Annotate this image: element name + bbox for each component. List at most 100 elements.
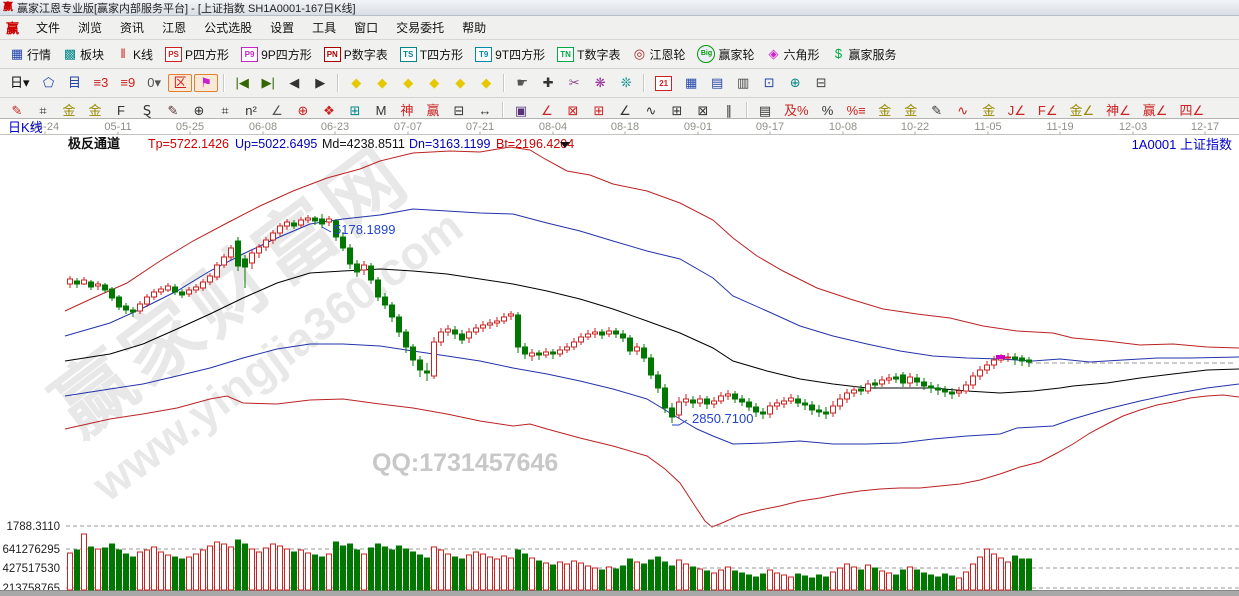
nav-last-button[interactable]: ▶|	[256, 74, 280, 92]
diamond-shrink-v-button[interactable]: ◆	[448, 74, 472, 92]
capsule-dropdown[interactable]: 0▾	[142, 74, 166, 92]
price-lines-tool[interactable]: ⌗	[31, 102, 55, 120]
menu-item-help[interactable]: 帮助	[462, 21, 487, 35]
kline-button[interactable]: ‖ K线	[111, 44, 158, 65]
ying-tool[interactable]: 赢	[421, 102, 445, 120]
t-number-table-button-label: T数字表	[577, 47, 621, 62]
gold-lines-tool[interactable]: 金	[899, 102, 923, 120]
fibonacci-tool[interactable]: F	[109, 102, 133, 120]
spiral-tool[interactable]: Ȿ	[135, 102, 159, 120]
t-square-button[interactable]: TS T四方形	[395, 44, 468, 65]
winner-wheel-button[interactable]: Big 赢家轮	[692, 43, 759, 65]
calculator-button[interactable]: ▦	[679, 74, 703, 92]
nine-t-square-button[interactable]: T9 9T四方形	[470, 44, 550, 65]
diamond-scroll-left-button[interactable]: ◆	[344, 74, 368, 92]
shen-angle-tool[interactable]: 神∠	[1101, 102, 1136, 120]
crosshair-button[interactable]: ✚	[536, 74, 560, 92]
percent-lines-tool[interactable]: %≡	[842, 102, 871, 120]
grid-black-tool[interactable]: ⊞	[665, 102, 689, 120]
menu-item-info[interactable]: 资讯	[120, 21, 145, 35]
notes-button[interactable]: ▥	[731, 74, 755, 92]
p-square-button[interactable]: PS P四方形	[160, 44, 234, 65]
box-select-tool[interactable]: ▣	[509, 102, 533, 120]
gann-compass-tool[interactable]: ⊕	[291, 102, 315, 120]
save-button[interactable]: ⊡	[757, 74, 781, 92]
title-bar[interactable]: 赢 赢家江恩专业版[赢家内部服务平台] - [上证指数 SH1A0001-167…	[0, 0, 1239, 16]
diamond-shrink-h-button[interactable]: ◆	[422, 74, 446, 92]
n-square-tool[interactable]: n²	[239, 102, 263, 120]
bars3-button[interactable]: ≡3	[89, 74, 114, 92]
web-box-tool[interactable]: ⊞	[587, 102, 611, 120]
hand-tool-button[interactable]: ☛	[510, 74, 534, 92]
pen3-tool[interactable]: ✎	[925, 102, 949, 120]
nav-prev-button[interactable]: ◀	[282, 74, 306, 92]
golden-section2-tool[interactable]: 金	[83, 102, 107, 120]
scissors-button[interactable]: ✂	[562, 74, 586, 92]
menu-item-gann[interactable]: 江恩	[162, 21, 187, 35]
menu-item-formula-pick[interactable]: 公式选股	[204, 21, 253, 35]
percent-tool[interactable]: %	[816, 102, 840, 120]
angle-a-tool[interactable]: ∠	[265, 102, 289, 120]
gann-wheel-button[interactable]: ◎ 江恩轮	[627, 44, 690, 65]
parallel-lines-tool[interactable]: ∥	[717, 102, 741, 120]
ying-angle-tool[interactable]: 赢∠	[1138, 102, 1173, 120]
winner-service-button[interactable]: $ 赢家服务	[827, 44, 902, 65]
analyze-net-teal-button[interactable]: ❊	[614, 74, 638, 92]
web-red-tool[interactable]: ❖	[317, 102, 341, 120]
menu-item-browse[interactable]: 浏览	[78, 21, 103, 35]
flag-marker-button[interactable]: ⚑	[194, 74, 219, 92]
menu-item-trade[interactable]: 交易委托	[396, 21, 445, 35]
calendar-button[interactable]: 21	[650, 74, 677, 93]
gold-underline-tool[interactable]: 金	[977, 102, 1001, 120]
quote-button[interactable]: ▦ 行情	[5, 44, 56, 65]
calculator2-button[interactable]: ▤	[705, 74, 729, 92]
zigzag-tool[interactable]: ∿	[639, 102, 663, 120]
gann-circle-tool[interactable]: ⊕	[187, 102, 211, 120]
width-measure-tool[interactable]: ↔	[473, 102, 497, 120]
gold-oval-tool[interactable]: 金	[873, 102, 897, 120]
nav-next-button[interactable]: ▶	[308, 74, 332, 92]
grid-arrow-tool[interactable]: ⊠	[691, 102, 715, 120]
fan-red-tool[interactable]: ∠	[535, 102, 559, 120]
t-number-table-button[interactable]: TN T数字表	[552, 44, 625, 65]
nine-p-square-button[interactable]: P9 9P四方形	[236, 44, 317, 65]
pen-red-tool[interactable]: ✎	[5, 102, 29, 120]
diamond-expand-v-button[interactable]: ◆	[474, 74, 498, 92]
sector-button[interactable]: ▩ 板块	[58, 44, 109, 65]
si-angle-tool[interactable]: 四∠	[1174, 102, 1209, 120]
f-angle-tool[interactable]: F∠	[1033, 102, 1063, 120]
info-doc-button[interactable]: 目	[63, 74, 87, 92]
bars-panel-tool[interactable]: ▤	[753, 102, 777, 120]
bars9-button[interactable]: ≡9	[115, 74, 140, 92]
menu-item-tools[interactable]: 工具	[312, 21, 337, 35]
j-angle-tool[interactable]: J∠	[1003, 102, 1031, 120]
export-web-button[interactable]: ⊕	[783, 74, 807, 92]
m-lines-tool[interactable]: M	[369, 102, 393, 120]
golden-section-tool[interactable]: 金	[57, 102, 81, 120]
angle-line-tool[interactable]: ∠	[613, 102, 637, 120]
analyze-net-purple-button[interactable]: ❋	[588, 74, 612, 92]
ruler-123-tool[interactable]: ⊟	[447, 102, 471, 120]
period-dropdown[interactable]: 日▾	[5, 74, 35, 92]
pen2-tool[interactable]: ✎	[161, 102, 185, 120]
region-select-button[interactable]: 区	[168, 74, 193, 92]
menu-item-file[interactable]: 文件	[36, 21, 61, 35]
web-grid-tool[interactable]: ⊞	[343, 102, 367, 120]
menu-item-window[interactable]: 窗口	[354, 21, 379, 35]
gold-wave-tool[interactable]: ∿	[951, 102, 975, 120]
nav-first-button[interactable]: |◀	[230, 74, 254, 92]
menu-item-settings[interactable]: 设置	[270, 21, 295, 35]
polygon-tool-button[interactable]: ⬠	[37, 74, 61, 92]
p-number-table-button[interactable]: PN P数字表	[319, 44, 393, 65]
diamond-scroll-right-button[interactable]: ◆	[370, 74, 394, 92]
print-button[interactable]: ⊟	[809, 74, 833, 92]
gold-angle-tool[interactable]: 金∠	[1064, 102, 1099, 120]
shen-tool[interactable]: 神	[395, 102, 419, 120]
diamond-expand-h-button[interactable]: ◆	[396, 74, 420, 92]
hexagon-button[interactable]: ◈ 六角形	[762, 44, 825, 65]
kline-chart[interactable]: 赢家财富网www.yingjia360.comQQ:173145764604-2…	[0, 119, 1239, 596]
time-lines-tool[interactable]: ⌗	[213, 102, 237, 120]
percent-red-tool[interactable]: 及%	[779, 102, 814, 120]
fan-box-tool[interactable]: ⊠	[561, 102, 585, 120]
